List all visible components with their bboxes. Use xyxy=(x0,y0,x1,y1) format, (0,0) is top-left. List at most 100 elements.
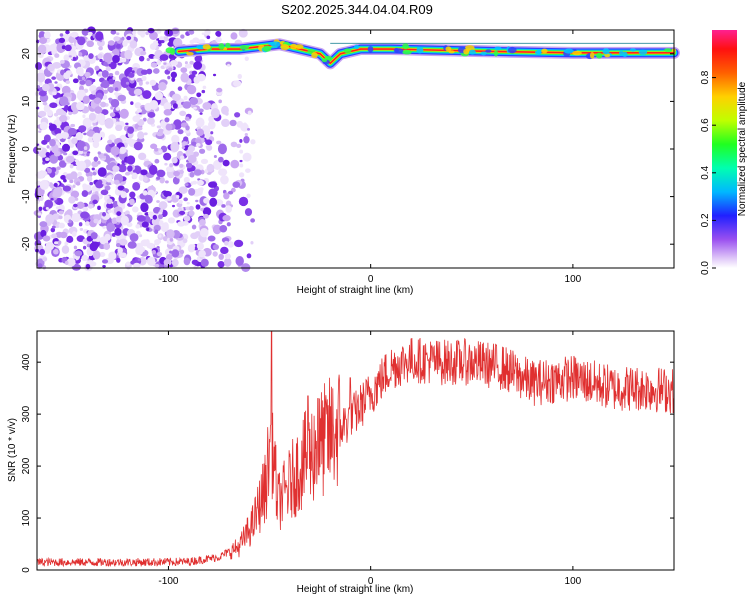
noise-speckle xyxy=(230,141,238,148)
noise-speckle xyxy=(146,117,155,125)
noise-speckle xyxy=(184,129,191,134)
noise-speckle xyxy=(188,210,195,217)
noise-speckle xyxy=(82,114,86,119)
noise-speckle xyxy=(150,62,158,68)
noise-speckle xyxy=(236,120,244,128)
noise-speckle xyxy=(132,115,141,123)
colorbar-tick-label: 0.8 xyxy=(700,70,711,84)
noise-speckle xyxy=(88,53,94,59)
ridge-blob xyxy=(589,51,595,59)
noise-speckle xyxy=(45,206,49,210)
noise-speckle xyxy=(169,163,174,168)
noise-speckle xyxy=(142,90,152,99)
noise-speckle xyxy=(193,169,202,176)
noise-speckle xyxy=(53,182,58,188)
noise-speckle xyxy=(156,252,163,257)
noise-speckle xyxy=(176,195,180,199)
noise-speckle xyxy=(226,222,231,227)
noise-speckle xyxy=(127,126,135,134)
noise-speckle xyxy=(216,140,222,145)
noise-speckle xyxy=(189,171,195,178)
noise-speckle xyxy=(156,125,162,129)
noise-speckle xyxy=(72,150,79,156)
spectrogram-y-label: Frequency (Hz) xyxy=(7,115,18,184)
noise-speckle xyxy=(117,94,127,102)
noise-speckle xyxy=(196,128,205,137)
noise-speckle xyxy=(163,258,171,266)
noise-speckle xyxy=(234,112,241,118)
noise-speckle xyxy=(115,124,123,132)
colorbar: 0.0 0.2 0.4 0.6 0.8 Normalized spectral ampl… xyxy=(700,30,748,275)
noise-speckle xyxy=(149,43,157,50)
noise-speckle xyxy=(59,115,68,123)
noise-speckle xyxy=(56,166,61,170)
noise-speckle xyxy=(69,164,74,169)
noise-speckle xyxy=(146,57,150,62)
noise-speckle xyxy=(98,46,103,51)
noise-speckle xyxy=(200,258,209,267)
noise-speckle xyxy=(159,54,169,61)
ridge-blob xyxy=(202,44,211,50)
y-tick-label: 10 xyxy=(21,95,32,107)
noise-speckle xyxy=(180,72,190,83)
noise-speckle xyxy=(55,206,60,210)
noise-speckle xyxy=(39,36,48,44)
noise-speckle xyxy=(75,181,81,186)
noise-speckle xyxy=(232,80,242,87)
colorbar-label: Normalized spectral amplitude xyxy=(737,81,748,216)
noise-speckle xyxy=(238,196,249,207)
noise-speckle xyxy=(212,73,217,77)
noise-speckle xyxy=(157,40,162,45)
noise-speckle xyxy=(54,241,59,245)
noise-speckle xyxy=(213,155,217,159)
noise-speckle xyxy=(137,258,142,262)
noise-speckle xyxy=(166,196,172,201)
noise-speckle xyxy=(183,176,190,184)
noise-speckle xyxy=(110,98,120,108)
noise-speckle xyxy=(84,221,90,227)
noise-speckle xyxy=(154,239,162,245)
noise-speckle xyxy=(79,80,86,85)
noise-speckle xyxy=(110,106,114,110)
ridge-blob xyxy=(534,50,542,55)
noise-speckle xyxy=(158,82,167,91)
noise-speckle xyxy=(74,250,83,257)
noise-speckle xyxy=(72,78,79,84)
noise-speckle xyxy=(200,207,204,212)
spectrogram-x-label: Height of straight line (km) xyxy=(297,285,414,296)
noise-speckle xyxy=(61,85,71,95)
noise-speckle xyxy=(163,102,172,111)
noise-speckle xyxy=(151,249,157,255)
noise-speckle xyxy=(172,103,178,109)
noise-speckle xyxy=(125,122,129,126)
noise-speckle xyxy=(42,257,48,262)
noise-speckle xyxy=(43,31,51,39)
noise-speckle xyxy=(76,101,85,111)
noise-speckle xyxy=(41,139,48,145)
noise-speckle xyxy=(129,191,136,198)
noise-speckle xyxy=(89,85,97,91)
noise-speckle xyxy=(42,161,46,165)
colorbar-tick-label: 0.6 xyxy=(700,118,711,132)
x-tick-label: -100 xyxy=(158,274,178,285)
noise-speckle xyxy=(200,158,209,164)
noise-speckle xyxy=(104,117,114,129)
noise-speckle xyxy=(250,139,256,145)
noise-speckle xyxy=(238,28,248,38)
noise-speckle xyxy=(198,108,204,113)
noise-speckle xyxy=(148,164,158,176)
noise-speckle xyxy=(56,42,66,54)
x-tick-label: -100 xyxy=(158,576,178,587)
noise-speckle xyxy=(199,218,206,226)
noise-speckle xyxy=(86,40,95,48)
noise-speckle xyxy=(227,190,234,195)
noise-speckle xyxy=(199,187,204,192)
noise-speckle xyxy=(156,59,162,66)
noise-speckle xyxy=(68,55,72,58)
noise-speckle xyxy=(103,242,111,250)
ridge-blob xyxy=(262,45,272,52)
noise-speckle xyxy=(180,34,185,39)
noise-speckle xyxy=(69,179,74,184)
ridge-blob xyxy=(572,50,582,56)
